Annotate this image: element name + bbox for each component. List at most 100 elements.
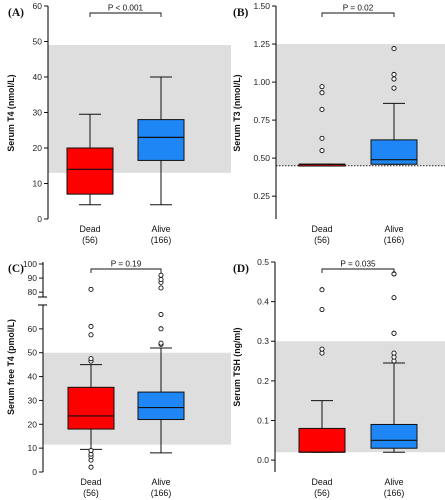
y-axis-label: Serum T3 (nmol/L) [232, 74, 242, 151]
panel-a: 0 10 20 30 40 50 60 Serum T4 (nmol/L) (A) Dead(56… [6, 1, 231, 245]
alive-outlier-point [158, 272, 164, 278]
x-category-count: (166) [151, 488, 172, 498]
significance-bracket [89, 12, 162, 17]
y-tick-label: 30 [28, 395, 38, 405]
y-tick-label: 0.1 [257, 415, 269, 425]
p-value-label: P = 0.19 [111, 260, 142, 269]
dead-outlier-point [88, 356, 94, 362]
panel-label: (A) [8, 7, 24, 19]
panel-label: (D) [233, 263, 249, 275]
dead-outlier-point [319, 135, 325, 141]
y-tick-label: 60 [28, 324, 38, 334]
alive-box [137, 119, 185, 161]
alive-outlier-point [391, 295, 397, 301]
dead-box [298, 427, 346, 453]
y-tick-label: 0.4 [257, 297, 269, 307]
alive-outlier-point [391, 350, 397, 356]
y-tick-label: 30 [33, 108, 43, 118]
y-tick-label: 80 [28, 287, 38, 297]
y-tick-label: 40 [33, 72, 43, 82]
panel-label: (C) [8, 263, 24, 275]
y-tick-label: 10 [33, 179, 43, 189]
dead-outlier-point [88, 464, 94, 470]
dead-outlier-point [319, 84, 325, 90]
dead-outlier-point [319, 106, 325, 113]
y-tick-label: 10 [28, 443, 38, 453]
y-tick-label: 0.25 [253, 191, 270, 201]
alive-outlier-point [158, 285, 164, 291]
x-category-count: (56) [83, 488, 99, 498]
dead-outlier-point [88, 286, 94, 292]
dead-outlier-point [319, 287, 325, 293]
x-category-count: (56) [82, 235, 98, 245]
y-tick-label: 1.25 [253, 39, 270, 49]
x-category-label: Dead [80, 477, 101, 487]
y-tick-label: 0 [32, 467, 37, 477]
alive-outlier-point [391, 330, 397, 336]
x-category-count: (166) [384, 235, 405, 245]
x-category-label: Dead [311, 477, 332, 487]
alive-outlier-point [391, 76, 397, 82]
y-tick-label: 0.2 [257, 376, 269, 386]
significance-bracket [90, 268, 162, 273]
p-value-label: P = 0.02 [343, 4, 374, 13]
y-tick-label: 0 [37, 214, 42, 224]
significance-bracket [321, 268, 395, 273]
alive-outlier-point [158, 326, 164, 332]
dead-outlier-point [319, 147, 325, 154]
y-tick-label: 0.50 [253, 153, 270, 163]
alive-outlier-point [391, 46, 397, 52]
dead-outlier-point [88, 332, 94, 338]
alive-outlier-point [391, 71, 397, 78]
y-tick-label: 0.0 [257, 455, 269, 465]
x-category-label: Alive [384, 477, 403, 487]
y-tick-label: 20 [28, 419, 38, 429]
panel-b: 0.25 0.50 0.75 1.00 1.25 1.50 Serum T3 (nmol/L… [232, 1, 445, 245]
y-tick-label: 90 [28, 273, 38, 283]
alive-outlier-point [391, 85, 397, 91]
reference-range-band [276, 44, 445, 166]
y-axis-label: Serum TSH (ng/ml) [232, 327, 242, 406]
y-tick-label: 40 [28, 372, 38, 382]
x-category-label: Alive [151, 224, 170, 234]
x-category-count: (56) [314, 488, 330, 498]
y-tick-label: 0.3 [257, 336, 269, 346]
x-category-count: (166) [384, 488, 405, 498]
y-tick-label: 20 [33, 143, 43, 153]
alive-box [370, 423, 418, 449]
p-value-label: P < 0.001 [108, 4, 144, 13]
alive-box [370, 139, 418, 165]
p-value-label: P = 0.035 [340, 260, 376, 269]
y-axis-label: Serum free T4 (pmol/L) [6, 319, 16, 415]
significance-bracket [321, 12, 395, 17]
panel-d: 0.0 0.1 0.2 0.3 0.4 0.5 Serum TSH (ng/ml) (D) De… [232, 257, 445, 498]
x-category-label: Alive [384, 224, 403, 234]
x-category-label: Dead [79, 224, 100, 234]
y-tick-label: 50 [28, 348, 38, 358]
alive-box [137, 391, 185, 421]
dead-box [66, 147, 114, 195]
y-tick-label: 60 [33, 1, 43, 11]
y-tick-label: 1.00 [253, 77, 270, 87]
alive-outlier-point [158, 276, 164, 283]
x-category-label: Alive [151, 477, 170, 487]
dead-outlier-point [319, 90, 325, 96]
dead-outlier-point [88, 447, 94, 454]
y-axis-label: Serum T4 (nmol/L) [6, 74, 16, 151]
y-tick-label: 0.5 [257, 257, 269, 267]
y-tick-label: 1.50 [253, 1, 270, 11]
y-tick-label: 50 [33, 37, 43, 47]
x-category-count: (166) [151, 235, 172, 245]
x-category-label: Dead [311, 224, 332, 234]
dead-outlier-point [319, 306, 325, 313]
alive-outlier-point [158, 311, 164, 318]
dead-outlier-point [88, 323, 94, 330]
y-tick-label: 100 [23, 259, 37, 269]
panel-label: (B) [233, 7, 249, 19]
dead-box [67, 386, 115, 430]
panel-c: 0 10 20 30 40 50 60 80 90 100 Serum free T4 (pmol/… [6, 259, 231, 498]
dead-outlier-point [319, 346, 325, 352]
alive-outlier-point [158, 340, 164, 346]
y-tick-label: 0.75 [253, 115, 270, 125]
